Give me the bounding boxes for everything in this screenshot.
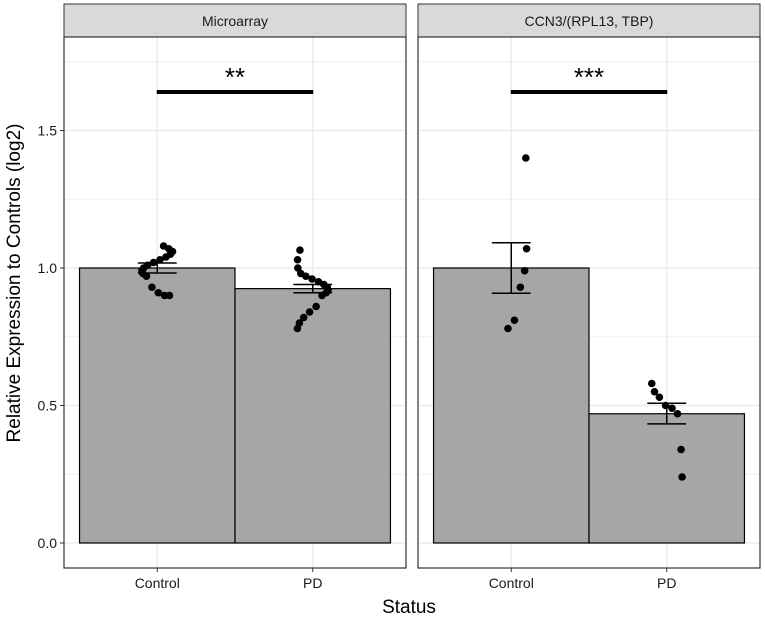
data-point <box>661 401 670 410</box>
data-point <box>296 246 304 254</box>
panel-title: CCN3/(RPL13, TBP) <box>525 13 654 29</box>
data-point <box>165 291 174 300</box>
data-point <box>678 473 686 481</box>
panel-border <box>63 36 407 569</box>
data-point <box>302 272 310 281</box>
bar-group-control: Control <box>432 154 590 591</box>
data-point <box>148 283 156 292</box>
data-point <box>668 404 676 413</box>
y-tick-label: 0.5 <box>38 398 58 414</box>
data-point <box>312 302 320 311</box>
panel-border <box>417 36 761 569</box>
x-tick-label: PD <box>657 575 676 591</box>
data-point <box>305 308 314 316</box>
data-point <box>156 255 164 264</box>
data-point <box>677 445 685 454</box>
data-point <box>154 288 163 297</box>
panel-2: CCN3/(RPL13, TBP) Control PD *** <box>417 3 761 591</box>
bar <box>78 267 236 544</box>
y-tick-label: 0.0 <box>38 535 58 551</box>
significance-label: *** <box>574 62 604 92</box>
data-point <box>522 244 531 253</box>
bar-group-pd: PD <box>588 379 746 591</box>
data-point <box>520 266 529 275</box>
bar <box>588 413 746 544</box>
x-tick-label: Control <box>135 575 180 591</box>
panel-strip <box>63 3 407 38</box>
panels: Microarray Control PD ** CCN3/(RPL13, TBP) Co… <box>63 3 761 591</box>
data-point <box>293 324 302 333</box>
x-tick-label: Control <box>489 575 534 591</box>
data-point <box>318 291 326 300</box>
data-point <box>516 283 525 292</box>
data-point <box>673 409 682 418</box>
data-point <box>510 316 519 325</box>
data-point <box>522 154 530 162</box>
x-axis-title: Status <box>382 597 436 618</box>
y-tick-label: 1.0 <box>38 260 58 276</box>
data-point <box>293 255 302 264</box>
data-point <box>647 379 656 388</box>
data-point <box>655 393 664 402</box>
y-axis: 0.0 0.5 1.0 1.5 <box>38 123 64 551</box>
y-axis-title: Relative Expression to Controls (log2) <box>4 124 25 443</box>
data-point <box>308 275 316 283</box>
data-point <box>149 258 158 267</box>
data-point <box>162 253 170 261</box>
panel-title: Microarray <box>202 13 268 29</box>
y-tick-label: 1.5 <box>38 123 58 139</box>
significance-label: ** <box>225 62 245 92</box>
data-point <box>299 313 308 322</box>
bar-group-control: Control <box>78 242 236 591</box>
panel-strip <box>417 3 761 38</box>
bar <box>234 288 392 544</box>
bar <box>432 267 590 544</box>
x-tick-label: PD <box>303 575 322 591</box>
data-point <box>650 387 659 396</box>
panel-1: Microarray Control PD ** <box>63 3 407 591</box>
bar-group-pd: PD <box>234 246 392 591</box>
data-point <box>142 272 151 281</box>
data-point <box>504 324 512 333</box>
